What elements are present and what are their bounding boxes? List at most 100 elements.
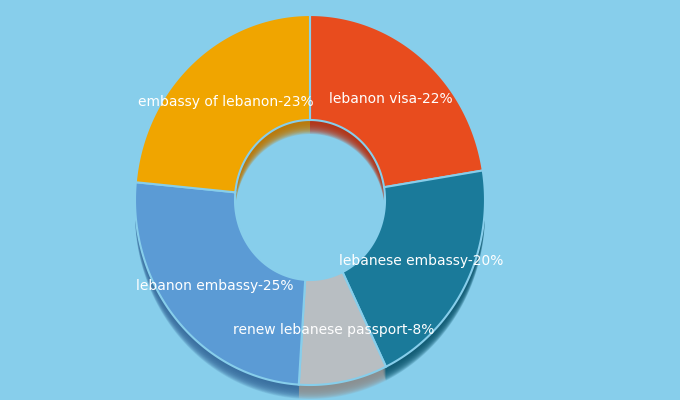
PathPatch shape [310,24,483,196]
PathPatch shape [299,281,386,394]
PathPatch shape [343,180,485,376]
PathPatch shape [299,272,386,385]
PathPatch shape [310,16,483,188]
PathPatch shape [299,278,386,391]
Text: lebanese embassy-20%: lebanese embassy-20% [339,254,503,268]
PathPatch shape [136,29,310,206]
Text: lebanon embassy-25%: lebanon embassy-25% [136,279,294,293]
PathPatch shape [135,185,305,388]
PathPatch shape [343,178,485,374]
PathPatch shape [136,23,310,201]
PathPatch shape [310,19,483,192]
PathPatch shape [136,19,310,196]
PathPatch shape [135,196,305,398]
PathPatch shape [299,286,386,399]
PathPatch shape [310,23,483,196]
PathPatch shape [343,180,485,376]
PathPatch shape [310,26,483,198]
PathPatch shape [343,175,485,371]
PathPatch shape [136,18,310,196]
PathPatch shape [135,188,305,390]
PathPatch shape [343,178,485,374]
PathPatch shape [135,182,305,385]
PathPatch shape [343,172,485,369]
PathPatch shape [136,15,310,192]
PathPatch shape [310,25,483,197]
PathPatch shape [310,27,483,199]
PathPatch shape [135,186,305,388]
PathPatch shape [299,273,386,386]
PathPatch shape [136,24,310,202]
PathPatch shape [299,275,386,388]
PathPatch shape [343,184,485,381]
PathPatch shape [135,196,305,399]
PathPatch shape [310,20,483,193]
PathPatch shape [343,179,485,375]
PathPatch shape [135,192,305,394]
PathPatch shape [343,176,485,372]
PathPatch shape [310,20,483,192]
PathPatch shape [343,173,485,370]
Text: embassy of lebanon-23%: embassy of lebanon-23% [138,95,313,109]
PathPatch shape [299,274,386,387]
PathPatch shape [299,278,386,390]
PathPatch shape [310,16,483,189]
PathPatch shape [299,285,386,398]
PathPatch shape [136,20,310,198]
PathPatch shape [135,184,305,386]
PathPatch shape [299,279,386,392]
Text: renew lebanese passport-8%: renew lebanese passport-8% [233,323,435,337]
PathPatch shape [136,21,310,199]
PathPatch shape [299,280,386,393]
PathPatch shape [343,183,485,379]
PathPatch shape [299,285,386,398]
PathPatch shape [299,282,386,396]
PathPatch shape [343,172,485,368]
PathPatch shape [135,191,305,393]
PathPatch shape [310,28,483,200]
PathPatch shape [310,18,483,190]
PathPatch shape [136,26,310,204]
Text: lebanon visa-22%: lebanon visa-22% [329,92,453,106]
PathPatch shape [135,188,305,391]
PathPatch shape [310,21,483,194]
PathPatch shape [136,25,310,202]
PathPatch shape [343,182,485,378]
PathPatch shape [136,26,310,203]
PathPatch shape [136,22,310,199]
PathPatch shape [136,16,310,193]
PathPatch shape [136,20,310,197]
PathPatch shape [299,284,386,397]
PathPatch shape [136,17,310,194]
PathPatch shape [343,175,485,372]
PathPatch shape [135,184,305,387]
PathPatch shape [135,187,305,390]
PathPatch shape [299,282,386,395]
PathPatch shape [135,183,305,385]
PathPatch shape [135,194,305,396]
PathPatch shape [299,276,386,388]
PathPatch shape [299,277,386,390]
PathPatch shape [136,23,310,200]
PathPatch shape [310,18,483,191]
PathPatch shape [343,174,485,370]
PathPatch shape [310,22,483,194]
PathPatch shape [135,189,305,392]
PathPatch shape [299,280,386,393]
PathPatch shape [135,193,305,395]
PathPatch shape [135,191,305,394]
PathPatch shape [136,18,310,195]
PathPatch shape [136,27,310,204]
PathPatch shape [343,171,485,367]
PathPatch shape [299,276,386,389]
PathPatch shape [343,181,485,377]
PathPatch shape [299,274,386,386]
PathPatch shape [135,195,305,397]
PathPatch shape [343,182,485,378]
PathPatch shape [310,23,483,195]
PathPatch shape [136,28,310,205]
PathPatch shape [343,170,485,367]
PathPatch shape [135,190,305,392]
PathPatch shape [343,184,485,380]
PathPatch shape [299,283,386,396]
